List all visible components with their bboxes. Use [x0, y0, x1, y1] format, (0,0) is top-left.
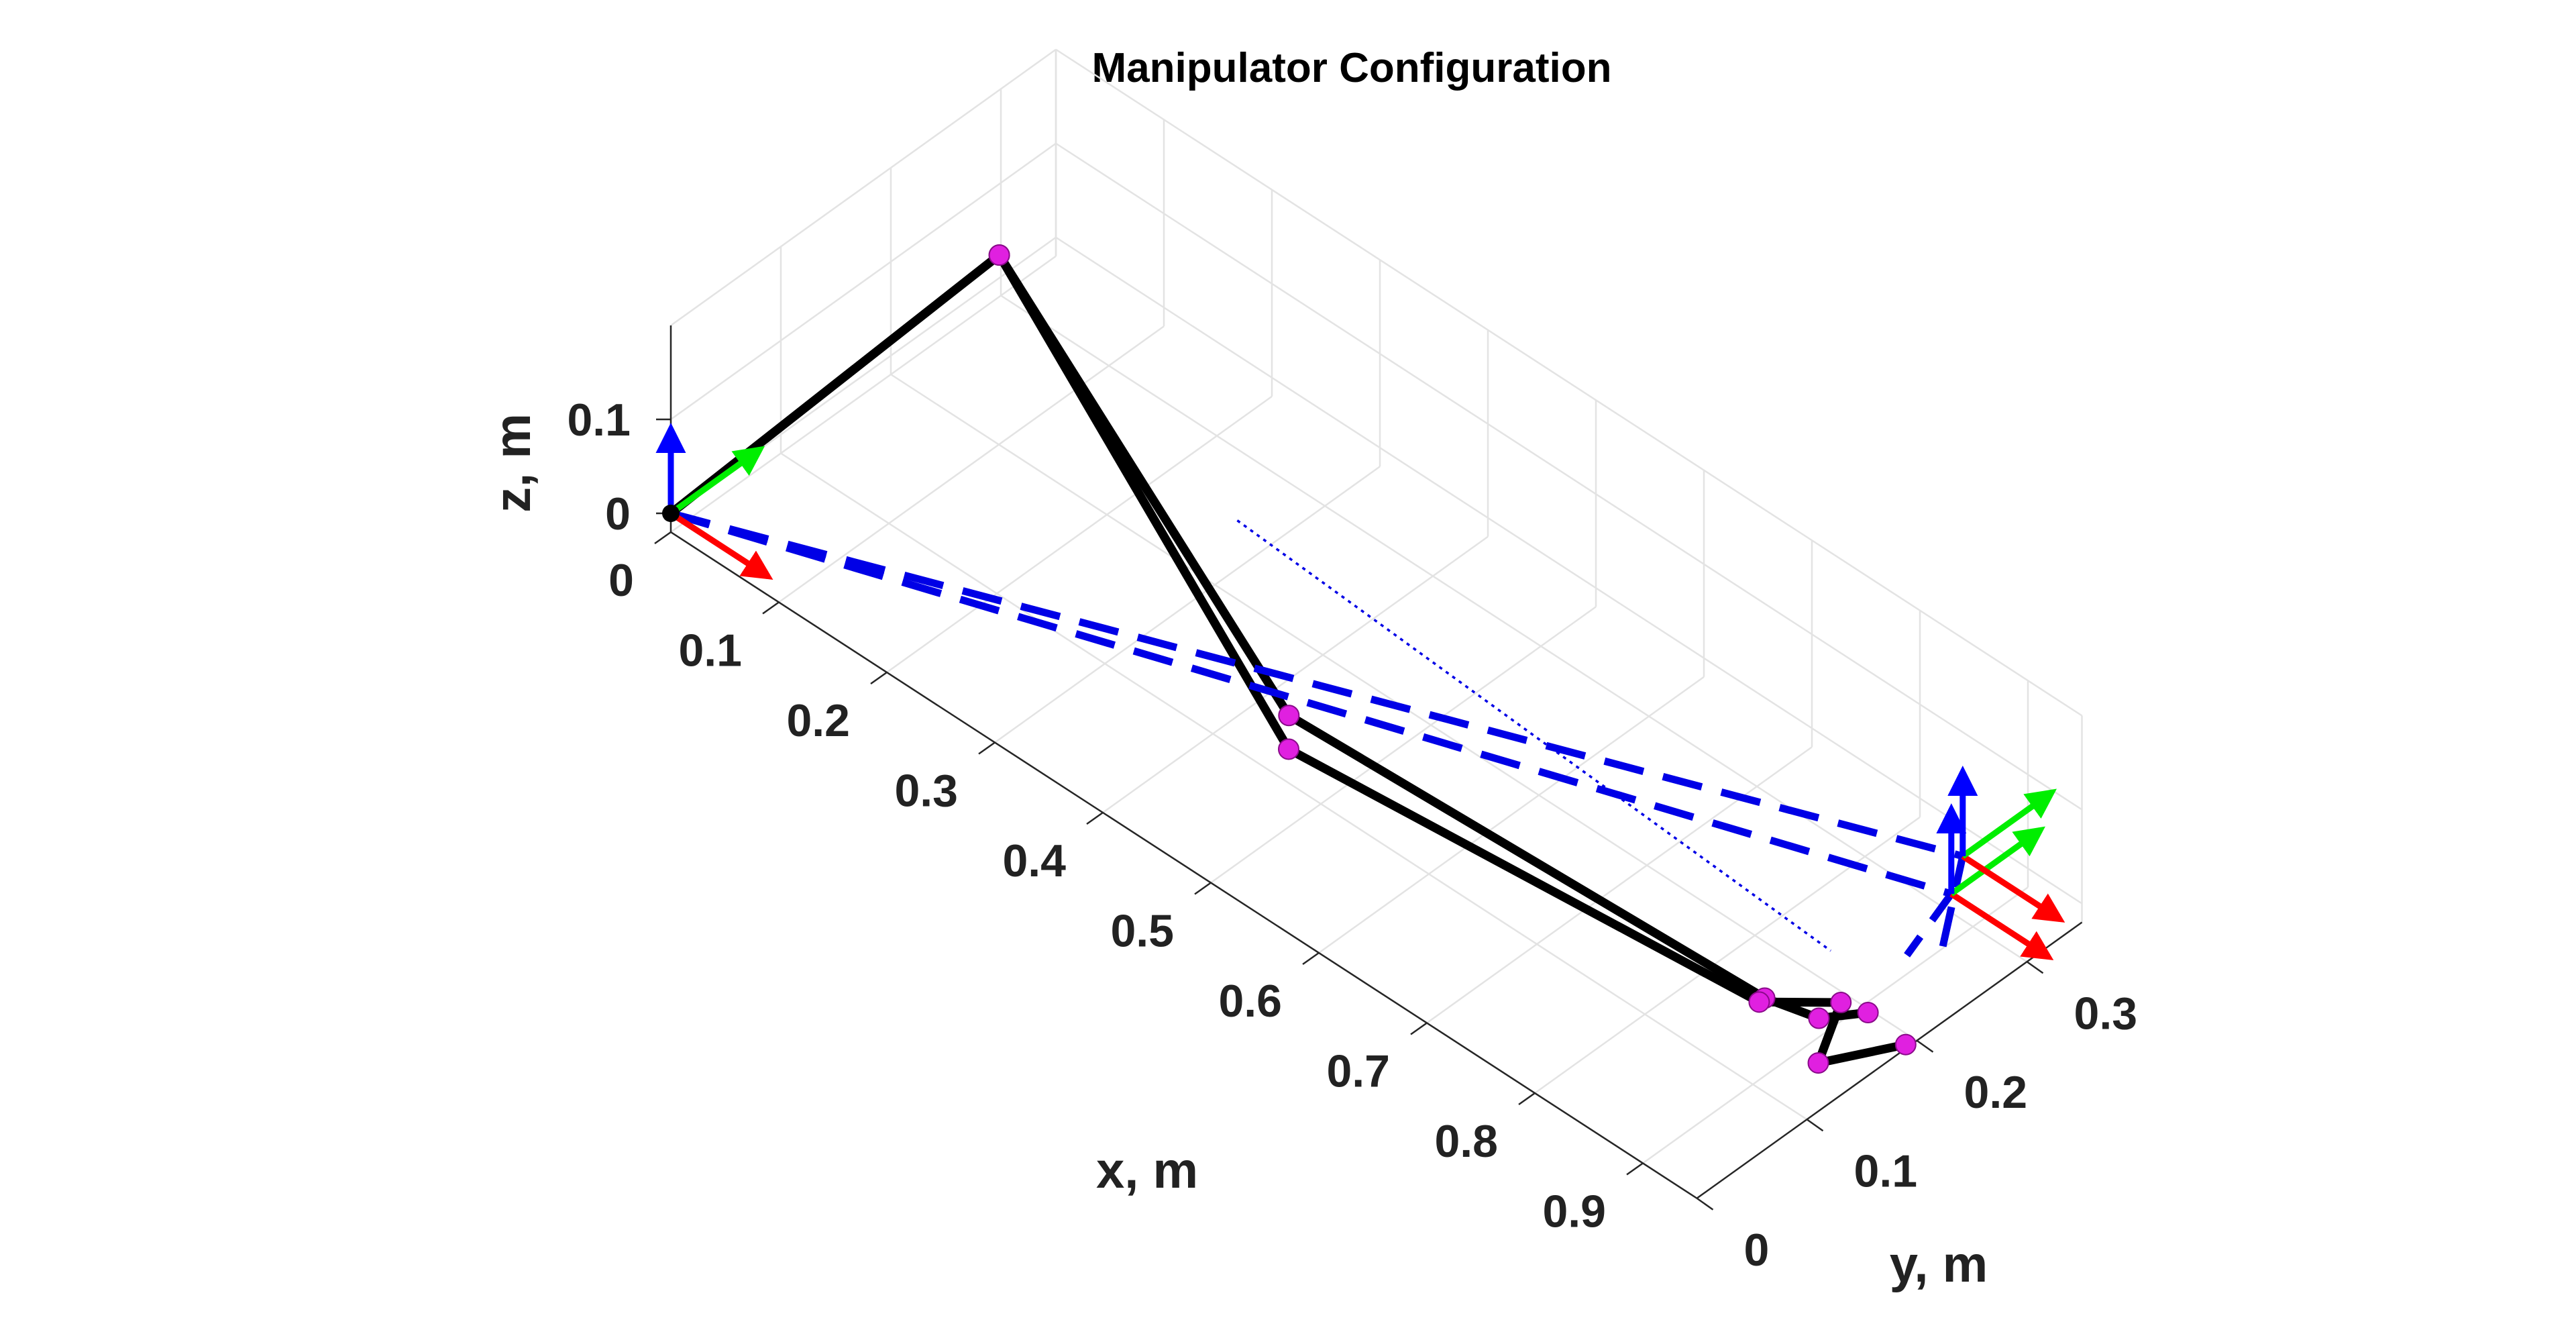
- x-tick-label: 0.8: [1434, 1116, 1498, 1167]
- frame-x-arrow: [1949, 891, 2054, 961]
- series-solid-2: [666, 250, 1911, 1068]
- x-tick-label: 0.5: [1110, 906, 1174, 957]
- joints-group: [662, 244, 1917, 1074]
- grid-line: [1055, 142, 2083, 811]
- chart-title: Manipulator Configuration: [1092, 45, 1612, 91]
- x-tick-mark: [870, 671, 888, 685]
- x-tick-label: 0: [608, 555, 634, 606]
- x-tick-label: 0.6: [1218, 976, 1282, 1027]
- y-tick-mark: [2026, 961, 2044, 974]
- series-dashed-3: [669, 509, 1957, 958]
- x-tick-label: 0.4: [1002, 835, 1066, 886]
- grid-line: [886, 395, 1273, 674]
- series-dashed-4: [669, 509, 1968, 962]
- z-tick-label: 0: [605, 489, 631, 539]
- joint-marker: [1894, 1033, 1917, 1056]
- x-tick-label: 0.9: [1542, 1186, 1606, 1237]
- joint-marker: [1807, 1052, 1829, 1074]
- y-axis-line: [1696, 921, 2083, 1199]
- x-tick-label: 0.3: [894, 766, 958, 817]
- y-tick-label: 0: [1744, 1225, 1770, 1276]
- grid-edge: [1055, 48, 2083, 717]
- y-tick-label: 0.2: [1964, 1067, 2028, 1118]
- grid-line: [670, 142, 1057, 421]
- grid-line: [1318, 676, 1705, 954]
- x-tick-mark: [1626, 1162, 1644, 1176]
- joint-marker: [1748, 991, 1770, 1013]
- grid-line: [1000, 295, 2028, 963]
- tick-labels: 00.10.20.30.40.50.60.70.80.900.10.20.300…: [567, 395, 2137, 1276]
- grid-line: [670, 255, 1057, 533]
- joint-marker: [1808, 1007, 1830, 1029]
- y-tick-label: 0.1: [1854, 1145, 1918, 1196]
- grid-line: [778, 325, 1165, 603]
- x-tick-mark: [1302, 952, 1320, 966]
- grid-lines: [669, 48, 2083, 1199]
- frame-y-arrow: [669, 446, 765, 516]
- base-joint-marker: [662, 505, 680, 522]
- grid-line: [780, 452, 1808, 1121]
- joint-marker: [1830, 992, 1852, 1013]
- y-tick-label: 0.3: [2074, 988, 2138, 1039]
- y-tick-mark: [1696, 1197, 1714, 1211]
- x-axis-line: [670, 531, 1698, 1199]
- x-tick-mark: [1194, 882, 1212, 895]
- x-axis-label: x, m: [1096, 1142, 1198, 1199]
- joint-marker: [988, 244, 1010, 266]
- x-tick-mark: [978, 741, 996, 755]
- grid-line: [1055, 236, 2083, 905]
- x-tick-mark: [1410, 1022, 1428, 1035]
- frame-x-arrow: [1961, 854, 2065, 923]
- x-tick-mark: [762, 601, 780, 615]
- frame-x-arrow: [669, 511, 773, 580]
- z-tick-label: 0.1: [567, 395, 631, 446]
- grid-line: [1426, 746, 1813, 1024]
- series-dotted-5: [1236, 519, 1832, 952]
- grid-line: [1102, 535, 1489, 814]
- x-tick-label: 0.2: [786, 695, 850, 746]
- frame-y-arrow: [1949, 826, 2045, 896]
- axis-lines: [654, 325, 2083, 1211]
- x-tick-label: 0.1: [678, 625, 742, 676]
- grid-edge: [670, 48, 1057, 327]
- joint-marker: [1278, 738, 1299, 760]
- grid-line: [994, 466, 1381, 743]
- y-axis-label: y, m: [1890, 1236, 1988, 1293]
- z-axis-label: z, m: [484, 413, 541, 513]
- joint-marker: [1857, 1002, 1879, 1024]
- frames-group: [655, 423, 2065, 961]
- frame-y-arrow: [1961, 788, 2057, 859]
- x-tick-mark: [1086, 811, 1104, 825]
- x-tick-mark: [1518, 1092, 1536, 1106]
- y-tick-mark: [1806, 1119, 1824, 1132]
- y-tick-mark: [1916, 1039, 1934, 1053]
- grid-line: [1210, 606, 1597, 884]
- x-tick-label: 0.7: [1326, 1046, 1390, 1097]
- x-tick-mark: [654, 531, 672, 545]
- joint-marker: [1278, 705, 1300, 727]
